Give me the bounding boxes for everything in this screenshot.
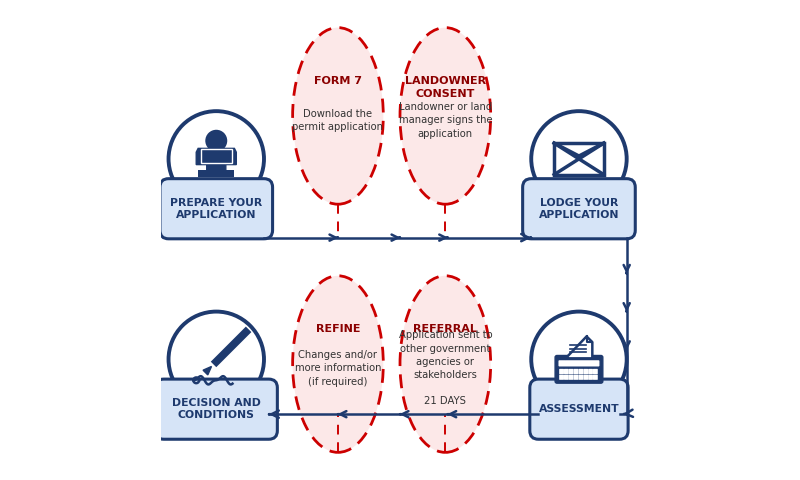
FancyBboxPatch shape [554,143,604,175]
FancyBboxPatch shape [569,369,574,374]
FancyBboxPatch shape [569,374,574,380]
FancyBboxPatch shape [574,374,578,380]
Polygon shape [203,366,211,375]
Ellipse shape [400,28,490,204]
FancyBboxPatch shape [564,369,569,374]
FancyBboxPatch shape [522,179,635,239]
FancyBboxPatch shape [588,369,593,374]
Polygon shape [566,336,592,359]
FancyBboxPatch shape [160,179,273,239]
Text: Download the
permit application: Download the permit application [293,109,383,132]
Ellipse shape [293,28,383,204]
FancyBboxPatch shape [558,360,600,367]
FancyBboxPatch shape [530,379,628,439]
Text: Landowner or land
manager signs the
application: Landowner or land manager signs the appl… [398,102,492,139]
FancyBboxPatch shape [201,149,231,163]
FancyBboxPatch shape [198,170,234,177]
FancyBboxPatch shape [593,374,598,380]
Text: DECISION AND
CONDITIONS: DECISION AND CONDITIONS [172,398,261,420]
FancyBboxPatch shape [214,151,219,157]
FancyBboxPatch shape [583,369,588,374]
Text: REFINE: REFINE [316,324,360,335]
Text: Application sent to
other government
agencies or
stakeholders

21 DAYS: Application sent to other government age… [398,331,492,407]
Polygon shape [196,148,236,173]
Text: REFERRAL: REFERRAL [414,324,478,335]
Text: Changes and/or
more information
(if required): Changes and/or more information (if requ… [294,350,382,387]
Ellipse shape [400,276,490,452]
Text: FORM 7: FORM 7 [314,76,362,86]
FancyBboxPatch shape [578,369,583,374]
Text: PREPARE YOUR
APPLICATION: PREPARE YOUR APPLICATION [170,198,262,220]
Ellipse shape [293,276,383,452]
FancyBboxPatch shape [593,369,598,374]
FancyBboxPatch shape [574,369,578,374]
Circle shape [206,130,227,152]
FancyBboxPatch shape [559,374,564,380]
Circle shape [169,111,264,206]
FancyBboxPatch shape [588,374,593,380]
FancyBboxPatch shape [583,374,588,380]
FancyBboxPatch shape [578,374,583,380]
Circle shape [531,312,626,407]
FancyBboxPatch shape [564,374,569,380]
FancyBboxPatch shape [555,356,603,383]
Text: ASSESSMENT: ASSESSMENT [538,404,619,414]
Circle shape [531,111,626,206]
FancyBboxPatch shape [559,369,564,374]
FancyBboxPatch shape [155,379,278,439]
Text: LANDOWNER
CONSENT: LANDOWNER CONSENT [405,76,486,98]
Circle shape [169,312,264,407]
Text: LODGE YOUR
APPLICATION: LODGE YOUR APPLICATION [538,198,619,220]
